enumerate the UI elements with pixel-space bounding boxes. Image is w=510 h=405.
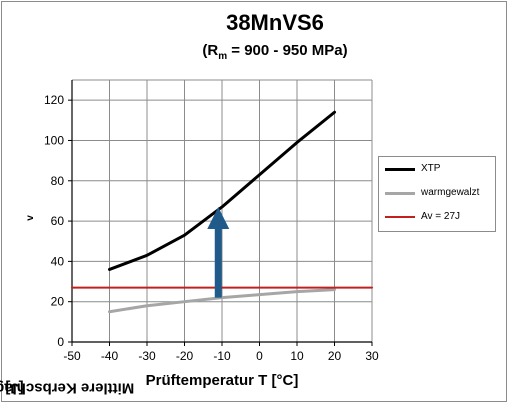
x-tick-label: -30: [138, 349, 156, 363]
chart-title: 38MnVS6: [226, 10, 324, 35]
series-line-1: [108, 288, 336, 314]
x-tick-label: -40: [101, 349, 119, 363]
y-tick-label: 80: [51, 174, 65, 188]
x-tick-label: -50: [63, 349, 81, 363]
legend-item-warmgewalzt: warmgewalzt: [385, 185, 495, 201]
series-line-0: [108, 110, 336, 271]
x-tick-label: 30: [365, 349, 379, 363]
y-tick-label: 100: [44, 133, 64, 147]
arrow-shaft: [214, 226, 222, 298]
x-tick-label: 20: [328, 349, 342, 363]
x-tick-label: -10: [213, 349, 231, 363]
arrow-head: [207, 206, 230, 229]
legend: XTP warmgewalzt Av = 27J: [378, 156, 496, 232]
y-tick-label: 20: [51, 295, 65, 309]
legend-swatch-warmgewalzt: [385, 192, 415, 195]
legend-item-xtp: XTP: [385, 161, 495, 177]
x-tick-label: -20: [176, 349, 194, 363]
x-tick-label: 0: [256, 349, 263, 363]
y-tick-label: 0: [57, 335, 64, 349]
chart-subtitle: (Rm = 900 - 950 MPa): [202, 42, 348, 62]
x-tick-label: 10: [290, 349, 304, 363]
legend-label-av: Av = 27J: [421, 211, 461, 222]
x-axis-label: Prüftemperatur T [°C]: [145, 372, 299, 389]
legend-item-av: Av = 27J: [385, 209, 495, 225]
legend-label-xtp: XTP: [421, 163, 441, 174]
legend-swatch-av: [385, 216, 415, 218]
legend-swatch-xtp: [385, 168, 415, 171]
y-tick-label: 40: [51, 254, 65, 268]
y-tick-label: 120: [44, 93, 64, 107]
legend-label-warmgewalzt: warmgewalzt: [421, 187, 480, 198]
y-tick-label: 60: [51, 214, 65, 228]
